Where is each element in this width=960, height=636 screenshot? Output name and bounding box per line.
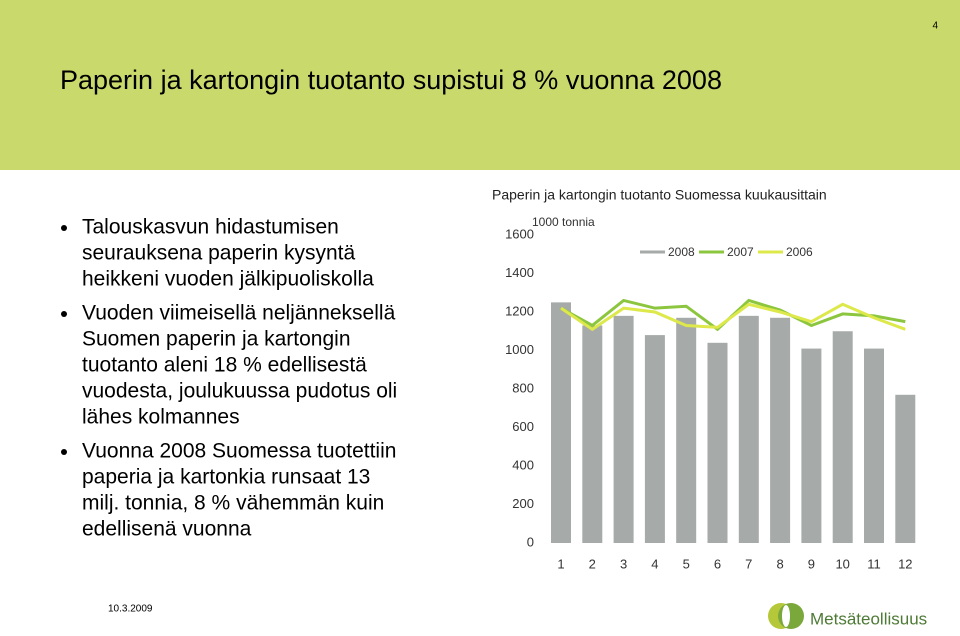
bullet-text: Talouskasvun hidastumisen xyxy=(82,216,339,239)
x-tick-label: 11 xyxy=(867,556,881,571)
x-tick-label: 10 xyxy=(835,556,849,571)
y-tick-label: 200 xyxy=(512,496,534,511)
x-tick-label: 4 xyxy=(651,556,658,571)
bar xyxy=(582,325,603,543)
x-tick-label: 12 xyxy=(898,556,912,571)
slide-title: Paperin ja kartongin tuotanto supistui 8… xyxy=(60,65,722,95)
bar xyxy=(895,394,916,543)
bar xyxy=(707,342,728,543)
bullet-dot xyxy=(61,311,67,317)
bullet-text: vuodesta, joulukuussa pudotus oli xyxy=(82,380,397,403)
bullet-text: tuotanto aleni 18 % edellisestä xyxy=(82,354,367,377)
y-tick-label: 1000 xyxy=(505,342,534,357)
bar xyxy=(770,317,791,543)
y-tick-label: 0 xyxy=(527,534,534,549)
x-tick-label: 7 xyxy=(745,556,752,571)
x-tick-label: 2 xyxy=(589,556,596,571)
page-number: 4 xyxy=(932,21,938,32)
bar xyxy=(864,348,884,543)
x-tick-label: 8 xyxy=(776,556,783,571)
chart-title: Paperin ja kartongin tuotanto Suomessa k… xyxy=(492,187,827,203)
date: 10.3.2009 xyxy=(108,604,153,615)
y-axis-label: 1000 tonnia xyxy=(532,215,595,229)
y-tick-label: 1200 xyxy=(505,303,534,318)
logo-text: Metsäteollisuus xyxy=(810,609,927,628)
x-tick-label: 5 xyxy=(683,556,690,571)
bar xyxy=(551,302,571,543)
bullet-text: edellisenä vuonna xyxy=(82,518,252,541)
bullet-text: milj. tonnia, 8 % vähemmän kuin xyxy=(82,492,384,515)
x-tick-label: 1 xyxy=(557,556,564,571)
bar xyxy=(676,317,697,543)
line xyxy=(560,302,906,332)
bullet-text: Vuoden viimeisellä neljänneksellä xyxy=(82,302,396,325)
bullet-text: seurauksena paperin kysyntä xyxy=(82,242,355,265)
bullet-text: Suomen paperin ja kartongin xyxy=(82,328,351,351)
legend-label: 2007 xyxy=(727,245,754,259)
bullet-text: Vuonna 2008 Suomessa tuotettiin xyxy=(82,440,396,463)
legend-label: 2006 xyxy=(786,245,813,259)
x-tick-label: 9 xyxy=(808,556,815,571)
bullet-text: paperia ja kartonkia runsaat 13 xyxy=(82,466,370,489)
legend-label: 2008 xyxy=(668,245,695,259)
bar xyxy=(832,331,853,543)
bullet-text: heikkeni vuoden jälkipuoliskolla xyxy=(82,268,374,291)
bullet-dot xyxy=(61,225,67,231)
y-tick-label: 1400 xyxy=(505,265,534,280)
header-band xyxy=(0,0,960,170)
bullet-text: lähes kolmannes xyxy=(82,406,240,429)
y-tick-label: 800 xyxy=(512,380,534,395)
y-tick-label: 400 xyxy=(512,457,534,472)
bullet-dot xyxy=(61,449,67,455)
y-tick-label: 600 xyxy=(512,419,534,434)
x-tick-label: 3 xyxy=(620,556,627,571)
logo-icon xyxy=(768,603,804,629)
bar xyxy=(738,315,759,543)
bar xyxy=(613,315,634,543)
bar xyxy=(801,348,822,543)
y-tick-label: 1600 xyxy=(505,226,534,241)
x-tick-label: 6 xyxy=(714,556,721,571)
bar xyxy=(644,335,665,543)
